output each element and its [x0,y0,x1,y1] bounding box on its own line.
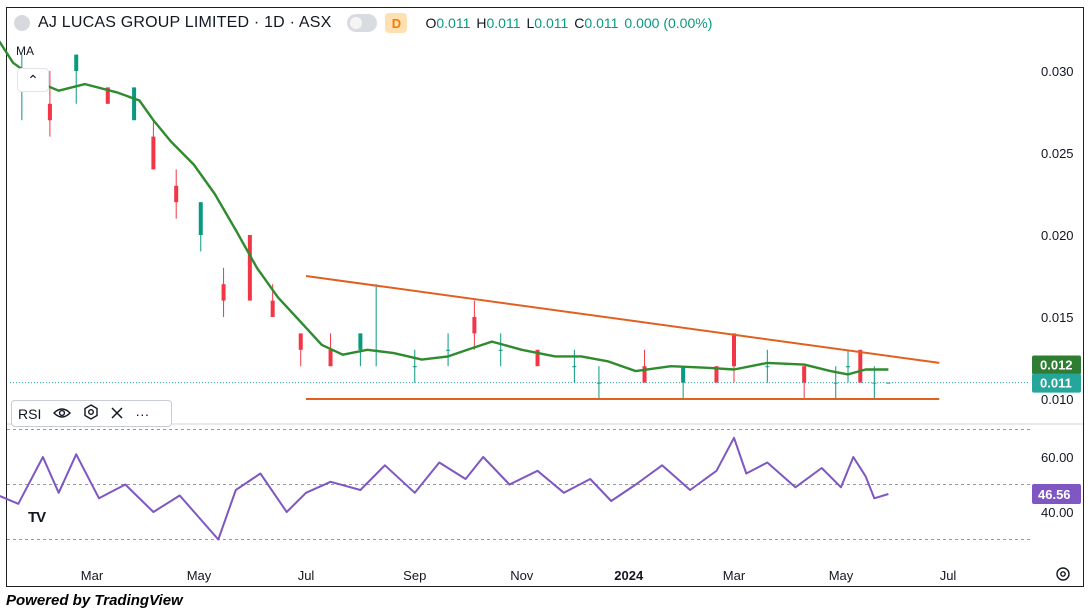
candle-body [174,185,179,203]
price-badge-bg [1032,355,1081,375]
low-value: 0.011 [534,15,569,31]
symbol-logo-icon [14,15,30,31]
chart-frame [6,7,1084,587]
collapse-indicators-button[interactable]: ⌃ [17,68,49,92]
open-key: O [425,15,437,31]
price-badge-bg [1032,373,1081,393]
candle-body [358,333,363,350]
interval-badge[interactable]: D [385,13,408,33]
candle-body [446,349,451,351]
candle-body [151,136,156,170]
rsi-label[interactable]: RSI [18,405,42,422]
price-tick-label: 0.010 [1041,392,1074,407]
candle-body [765,366,770,368]
ma-line [0,40,889,376]
rsi-badge-bg [1032,483,1081,504]
ohlc-readout: O0.011 H0.011 L0.011 C0.011 0.000 (0.00%… [425,15,712,31]
candle-body [298,333,303,350]
candle-body [886,382,891,384]
candle-body [270,300,275,317]
powered-by-footer: Powered by TradingView [6,592,183,609]
more-options-icon[interactable]: ··· [135,405,150,422]
rsi-legend: RSI ··· [11,400,172,427]
time-tick-label: Jul [940,568,957,583]
candle-body [74,54,79,71]
candle-body [198,202,203,235]
candle-body [572,366,577,368]
candle-body [132,87,137,121]
candle-body [328,349,333,367]
price-badge-label: 0.011 [1040,376,1072,391]
symbol-title[interactable]: AJ LUCAS GROUP LIMITED · 1D · ASX [38,14,332,31]
rsi-line [0,436,889,541]
change-value: 0.000 (0.00%) [624,15,713,31]
price-tick-label: 0.030 [1041,64,1074,79]
time-tick-label: Nov [510,568,534,583]
candle-body [535,349,540,367]
time-tick-label: May [187,568,212,583]
price-tick-label: 0.015 [1041,310,1074,325]
close-value: 0.011 [584,15,619,31]
candle-body [858,349,863,383]
eye-icon[interactable] [53,406,72,422]
chart-header: AJ LUCAS GROUP LIMITED · 1D · ASX D O0.0… [14,13,712,33]
candle-body [47,103,52,121]
toggle-switch[interactable] [347,14,378,32]
candle-body [221,284,226,301]
candle-body [412,366,417,368]
rsi-tick-label: 60.00 [1041,450,1074,465]
price-tick-label: 0.020 [1041,228,1074,243]
candle-body [247,235,252,301]
low-key: L [526,15,535,31]
candle-body [498,349,503,351]
close-key: C [574,15,585,31]
candle-body [472,317,477,334]
high-value: 0.011 [486,15,521,31]
settings-icon[interactable] [83,404,99,423]
candle-body [642,366,647,383]
ma-indicator-label[interactable]: MA [16,44,34,58]
chart-settings-icon[interactable] [1055,566,1071,587]
candle-body [802,366,807,383]
candle-body [714,366,719,383]
candle-body [105,87,110,104]
time-tick-label: 2024 [614,568,644,583]
candle-body [846,366,851,368]
time-tick-label: Mar [81,568,104,583]
rsi-badge-label: 46.56 [1038,487,1071,502]
time-tick-label: Sep [403,568,426,583]
time-tick-label: May [829,568,854,583]
price-badge-label: 0.012 [1040,358,1073,373]
high-key: H [476,15,487,31]
time-tick-label: Jul [298,568,315,583]
trendline-upper [305,275,940,364]
close-icon[interactable] [111,406,123,422]
candle-body [681,366,686,383]
price-tick-label: 0.025 [1041,146,1074,161]
rsi-tick-label: 40.00 [1041,505,1074,520]
open-value: 0.011 [436,15,471,31]
time-tick-label: Mar [723,568,746,583]
candle-body [732,333,736,367]
tradingview-logo: TV [28,509,46,526]
